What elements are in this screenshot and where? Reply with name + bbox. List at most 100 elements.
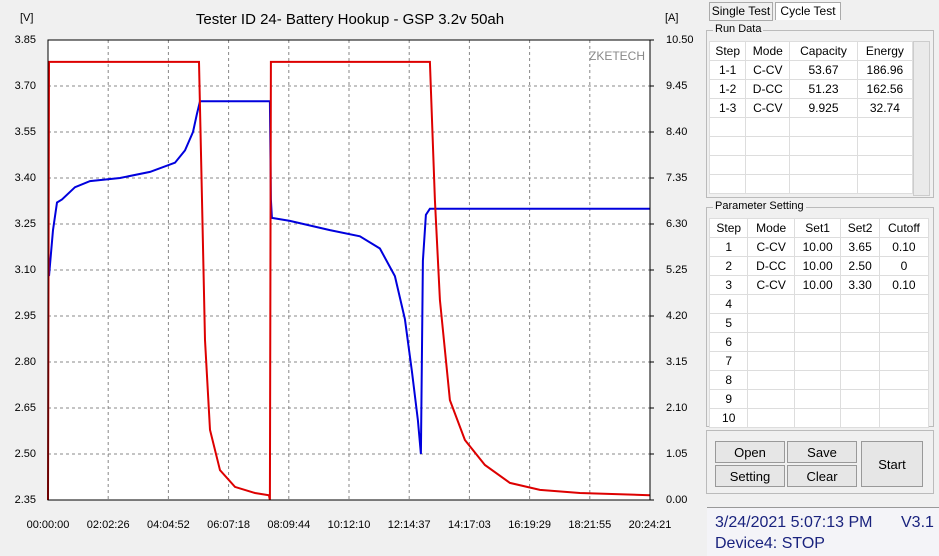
y-tick-label: 3.85 (15, 34, 36, 46)
table-cell (878, 351, 930, 371)
button[interactable]: Setting (715, 465, 785, 487)
table-cell (878, 370, 930, 390)
table-cell (840, 351, 880, 371)
table-row[interactable]: 3 C-CV 10.00 3.30 0.10 (708, 275, 930, 295)
plot-area (47, 39, 651, 501)
tab[interactable]: Cycle Test (775, 2, 841, 20)
table-row[interactable]: 1 C-CV 10.00 3.65 0.10 (708, 237, 930, 257)
table-cell: 9.925 (789, 98, 858, 118)
table-cell: 1-1 (708, 60, 747, 80)
table-cell: 1-3 (708, 98, 747, 118)
series-line (47, 60, 650, 501)
table-cell (789, 155, 858, 175)
x-tick-label: 10:12:10 (328, 519, 371, 531)
table-cell (793, 408, 842, 428)
table-cell (878, 408, 930, 428)
table-cell: 10.00 (793, 237, 842, 257)
table-cell: 9 (708, 389, 749, 409)
table-cell: 0 (878, 256, 930, 276)
group-title: Parameter Setting (713, 200, 806, 212)
table-row[interactable]: 9 (708, 389, 930, 409)
table-cell (878, 313, 930, 333)
y-tick-label: 2.50 (15, 448, 36, 460)
table-row[interactable] (708, 155, 914, 175)
button[interactable]: Open (715, 441, 785, 463)
table-cell: 8 (708, 370, 749, 390)
header-cell: Energy (856, 41, 914, 61)
table-row[interactable] (708, 117, 914, 137)
button[interactable]: Start (861, 441, 923, 487)
y-tick-label: 2.80 (15, 356, 36, 368)
table-cell: C-CV (745, 60, 791, 80)
table-cell: 10 (708, 408, 749, 428)
group-title: Run Data (713, 23, 764, 35)
table-cell (840, 313, 880, 333)
table-cell (745, 174, 791, 194)
table-cell: 10.00 (793, 256, 842, 276)
table-cell (793, 332, 842, 352)
table-cell: 6 (708, 332, 749, 352)
y-tick-label: 3.70 (15, 80, 36, 92)
table-row[interactable]: 7 (708, 351, 930, 371)
table-cell: 4 (708, 294, 749, 314)
table-row[interactable] (708, 136, 914, 156)
table-cell (745, 136, 791, 156)
x-tick-label: 06:07:18 (207, 519, 250, 531)
table-row[interactable]: 5 (708, 313, 930, 333)
table-cell (747, 370, 795, 390)
table-cell (878, 389, 930, 409)
x-tick-label: 20:24:21 (629, 519, 672, 531)
table-cell (747, 313, 795, 333)
y-tick-label: 3.25 (15, 218, 36, 230)
header-cell: Step (708, 218, 749, 238)
y2-tick-label: 1.05 (666, 448, 687, 460)
table-row[interactable]: 10 (708, 408, 930, 428)
table-cell (747, 351, 795, 371)
table-cell (878, 332, 930, 352)
table-cell (793, 294, 842, 314)
y-tick-label: 2.65 (15, 402, 36, 414)
table-row[interactable]: 1-2 D-CC 51.23 162.56 (708, 79, 914, 99)
status-device: Device4: STOP (715, 535, 825, 552)
table-cell: 5 (708, 313, 749, 333)
y2-tick-label: 3.15 (666, 356, 687, 368)
button[interactable]: Clear (787, 465, 857, 487)
y2-tick-label: 8.40 (666, 126, 687, 138)
table-row[interactable]: 6 (708, 332, 930, 352)
y-tick-label: 3.40 (15, 172, 36, 184)
table-cell (840, 294, 880, 314)
y-axis-label: [V] (20, 12, 33, 24)
y2-tick-label: 2.10 (666, 402, 687, 414)
table-cell: 32.74 (856, 98, 914, 118)
header-cell: Mode (747, 218, 795, 238)
table-row[interactable] (708, 174, 914, 194)
table-row[interactable]: 1-1 C-CV 53.67 186.96 (708, 60, 914, 80)
table-cell (840, 389, 880, 409)
parameter-table: Step Mode Set1 Set2 Cutoff 1 C-CV 10.00 3.65 0.10… (708, 218, 930, 428)
tab[interactable]: Single Test (709, 2, 773, 21)
table-cell (793, 313, 842, 333)
table-cell: 186.96 (856, 60, 914, 80)
table-cell (840, 370, 880, 390)
table-cell (789, 117, 858, 137)
header-cell: Cutoff (878, 218, 930, 238)
table-row[interactable]: 2 D-CC 10.00 2.50 0 (708, 256, 930, 276)
table-row[interactable]: 4 (708, 294, 930, 314)
table-row[interactable]: 8 (708, 370, 930, 390)
parameter-group: Parameter Setting Step Mode Set1 Set2 Cutoff… (706, 200, 934, 428)
header-cell: Mode (745, 41, 791, 61)
table-cell: D-CC (745, 79, 791, 99)
status-datetime: 3/24/2021 5:07:13 PM (715, 514, 873, 531)
table-cell (747, 408, 795, 428)
button[interactable]: Save (787, 441, 857, 463)
table-cell (708, 117, 747, 137)
y-tick-label: 3.10 (15, 264, 36, 276)
table-row[interactable]: 1-3 C-CV 9.925 32.74 (708, 98, 914, 118)
y2-tick-label: 7.35 (666, 172, 687, 184)
table-cell: 0.10 (878, 237, 930, 257)
x-tick-label: 08:09:44 (267, 519, 310, 531)
table-cell: 2 (708, 256, 749, 276)
table-cell (708, 174, 747, 194)
scrollbar[interactable] (913, 41, 930, 196)
